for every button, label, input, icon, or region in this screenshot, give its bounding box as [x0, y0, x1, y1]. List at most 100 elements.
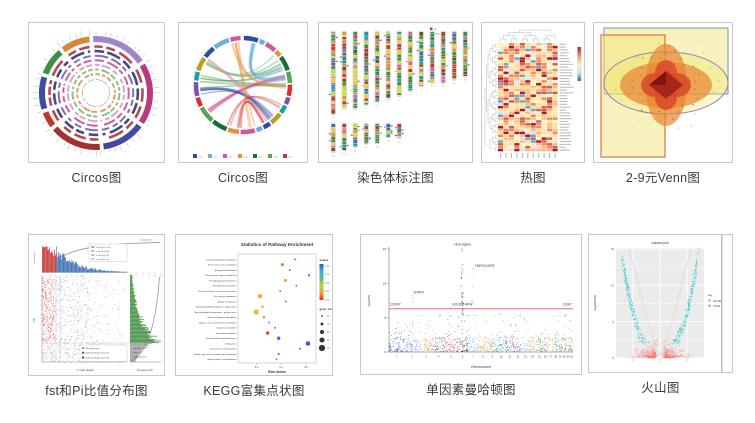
panel-caption: 2-9元Venn图	[625, 171, 701, 185]
svg-text:1: 1	[396, 356, 398, 359]
svg-text:TNPO3-IRF5: TNPO3-IRF5	[475, 264, 495, 268]
svg-text:chr5: chr5	[258, 155, 263, 158]
svg-text:7: 7	[472, 356, 474, 359]
svg-text:Cyanoamino acid metabolism: Cyanoamino acid metabolism	[210, 348, 237, 351]
svg-text:8: 8	[482, 356, 484, 359]
svg-text:15: 15	[343, 154, 346, 156]
svg-text:18: 18	[376, 147, 379, 149]
svg-text:chr2: chr2	[213, 155, 218, 158]
svg-text:0.2: 0.2	[255, 366, 259, 369]
svg-text:Glycosphingolipid biosynthesis: Glycosphingolipid biosynthesis - ganglio…	[194, 311, 236, 314]
svg-text:2: 2	[634, 68, 636, 70]
svg-text:Cumulative (%): Cumulative (%)	[140, 239, 153, 242]
panel-caption: 热图	[520, 171, 546, 185]
svg-text:alpha-Linolenic acid metabolis: alpha-Linolenic acid metabolism	[207, 358, 236, 361]
svg-text:Endocytosis: Endocytosis	[225, 342, 236, 345]
svg-text:30: 30	[327, 332, 330, 334]
svg-text:3: 3	[664, 129, 666, 131]
svg-text:Frequency (%): Frequency (%)	[33, 250, 36, 263]
svg-text:10: 10	[500, 356, 503, 359]
svg-text:13: 13	[464, 80, 467, 82]
svg-text:4: 4	[137, 276, 138, 278]
panel-caption: Circos图	[217, 171, 269, 185]
svg-text:Glycosaminoglycan degradation: Glycosaminoglycan degradation	[207, 316, 236, 319]
svg-text:17: 17	[549, 356, 552, 359]
svg-text:Selected Region (top 1%): Selected Region (top 1%)	[86, 356, 110, 359]
svg-text:0: 0	[612, 356, 614, 360]
svg-text:HLA region: HLA region	[454, 243, 471, 247]
svg-text:0.00: 0.00	[325, 300, 330, 302]
gallery-item-venn: 9 5 9 1 9 8 9 7 7 8 6 3 8 9 2 2 6 1 2 8 7 9 2-9元Venn图	[593, 22, 733, 186]
svg-text:15: 15	[383, 247, 387, 251]
panel-caption: 火山图	[641, 381, 680, 395]
svg-text:7: 7	[640, 40, 642, 42]
svg-text:19: 19	[559, 356, 562, 359]
svg-text:12: 12	[516, 356, 519, 359]
svg-text:Flavone and flavonol biosynthe: Flavone and flavonol biosynthesis	[206, 337, 237, 340]
gallery-item-volcano: 0 5 10 15 volcano plot -log10(FDR) sig FALSE TRU…	[588, 234, 733, 396]
svg-text:16: 16	[354, 151, 357, 153]
svg-text:9: 9	[658, 43, 660, 45]
svg-text:π ratio (top 1%): π ratio (top 1%)	[96, 254, 110, 257]
svg-text:9: 9	[638, 120, 640, 122]
heatmap-chart	[481, 22, 585, 163]
gallery-item-heatmap: 热图	[481, 22, 585, 186]
svg-text:15: 15	[538, 356, 541, 359]
svg-text:6: 6	[462, 356, 464, 359]
svg-text:CD247: CD247	[390, 302, 401, 306]
svg-text:Cumulative (%): Cumulative (%)	[134, 356, 147, 359]
svg-text:Phenylalanine metabolism: Phenylalanine metabolism	[213, 285, 237, 288]
svg-text:Fst (5%): Fst (5%)	[134, 347, 141, 350]
svg-text:18: 18	[554, 356, 557, 359]
gallery-item-circos-rings: Circos图	[28, 22, 165, 186]
svg-text:up: up	[434, 28, 437, 31]
svg-text:9: 9	[710, 68, 712, 70]
svg-text:7: 7	[714, 107, 716, 109]
svg-text:STAT4: STAT4	[414, 291, 424, 295]
svg-text:10: 10	[327, 316, 330, 318]
svg-text:22: 22	[570, 356, 573, 359]
svg-text:6: 6	[678, 128, 680, 130]
svg-text:Fst top5% = 0.35: Fst top5% = 0.35	[96, 246, 110, 249]
svg-text:Fst (1%): Fst (1%)	[134, 351, 141, 354]
svg-text:Fst: Fst	[32, 318, 36, 322]
svg-text:chr7: chr7	[288, 155, 293, 158]
svg-text:9: 9	[713, 92, 715, 94]
svg-text:1: 1	[333, 118, 335, 120]
svg-text:Flavonoid biosynthesis: Flavonoid biosynthesis	[216, 332, 237, 335]
svg-text:8: 8	[690, 126, 692, 128]
svg-text:CDH7: CDH7	[563, 302, 572, 306]
svg-text:Cumulative (%): Cumulative (%)	[96, 258, 109, 261]
svg-text:Glycine, serine and threonine: Glycine, serine and threonine metabolism	[199, 321, 237, 324]
circos-rings-chart	[28, 22, 165, 163]
svg-text:Other glycan degradation: Other glycan degradation	[214, 295, 237, 298]
svg-text:Plant hormone signal transduct: Plant hormone signal transduction	[206, 274, 237, 277]
svg-text:2: 2	[344, 112, 346, 114]
svg-text:5: 5	[612, 320, 614, 324]
svg-text:6: 6	[388, 102, 390, 104]
gallery-item-manhattan: 0 5 10 15 1 2 3 4 5 6 7 8 9 10 11 12 13 14 15 16 17 18 19 20 21 2…	[360, 234, 582, 398]
svg-text:9: 9	[421, 89, 423, 91]
svg-text:Chromosome: Chromosome	[471, 365, 491, 369]
svg-text:5: 5	[384, 316, 386, 320]
svg-text:Amino sugar and nucleotide sug: Amino sugar and nucleotide sugar metabol…	[194, 353, 236, 356]
svg-text:EXOC2-IRF4: EXOC2-IRF4	[452, 302, 472, 306]
svg-text:-log10(P): -log10(P)	[367, 295, 371, 307]
svg-text:19: 19	[387, 141, 390, 143]
svg-text:4: 4	[366, 108, 368, 110]
svg-text:Statistics of Pathway Enrichme: Statistics of Pathway Enrichment	[241, 242, 314, 247]
svg-text:50: 50	[327, 348, 330, 350]
svg-text:16: 16	[154, 276, 156, 278]
svg-text:7: 7	[399, 99, 401, 101]
panel-caption: fst和Pi比值分布图	[45, 384, 148, 398]
svg-text:21: 21	[567, 356, 570, 359]
svg-text:gene_number: gene_number	[320, 307, 334, 311]
svg-text:9: 9	[698, 41, 700, 43]
svg-text:Terpenoid backbone biosynthesi: Terpenoid backbone biosynthesis	[206, 258, 236, 261]
gallery-item-kegg-dotplot: Statistics of Pathway Enrichment Terpenoi…	[175, 234, 333, 399]
svg-text:π ratio (log2): π ratio (log2)	[76, 368, 93, 372]
circos-chord-chart: chr1 chr2 chr3 chr4 chr5 chr6 chr7	[178, 22, 308, 163]
svg-text:20: 20	[563, 356, 566, 359]
svg-text:Frequency (%): Frequency (%)	[137, 369, 153, 372]
